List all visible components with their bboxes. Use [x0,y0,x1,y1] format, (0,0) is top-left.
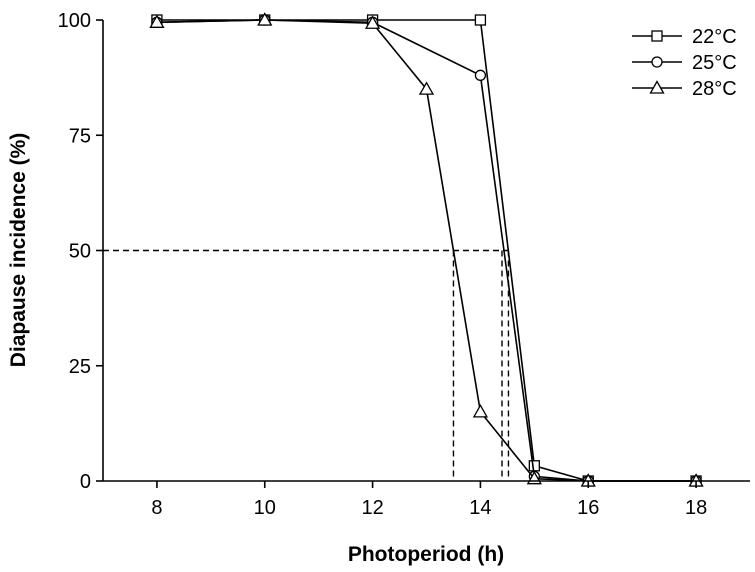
y-axis-title: Diapause incidence (%) [7,133,30,368]
legend-marker-square [651,30,663,42]
legend-item: 28°C [632,78,737,100]
legend-label: 22°C [692,26,737,48]
legend-label: 25°C [692,52,737,74]
y-tick-label: 75 [69,125,91,147]
legend-label: 28°C [692,78,737,100]
reference-lines [103,249,510,481]
y-tick-label: 0 [80,471,91,493]
x-tick-label: 8 [151,497,162,519]
data-point-square [474,14,487,26]
x-tick-label: 10 [254,497,276,519]
y-tick-label: 50 [69,241,91,263]
legend-item: 22°C [632,26,737,48]
data-point-circle [474,69,487,81]
x-tick-label: 18 [685,497,707,519]
x-tick-label: 16 [577,497,599,519]
x-axis-title: Photoperiod (h) [348,543,504,566]
series-layer [149,12,704,487]
legend-marker-circle [651,56,663,68]
x-tick-label: 12 [361,497,383,519]
data-point-triangle [418,81,435,95]
y-tick-label: 100 [58,10,91,32]
legend-marker-triangle [649,80,665,94]
series-markers-triangle [149,12,704,487]
series-triangle [149,12,704,487]
data-point-triangle [472,404,489,418]
data-point-square [528,460,540,472]
ticks: 0 25 50 75 100 8 10 12 14 16 18 [58,10,708,519]
legend: 22°C 25°C 28°C [632,26,737,100]
data-point-triangle [257,12,273,26]
x-tick-label: 14 [469,497,491,519]
y-tick-label: 25 [69,356,91,378]
data-point-triangle [364,15,381,29]
data-point-triangle [149,14,165,28]
legend-item: 25°C [632,52,737,74]
